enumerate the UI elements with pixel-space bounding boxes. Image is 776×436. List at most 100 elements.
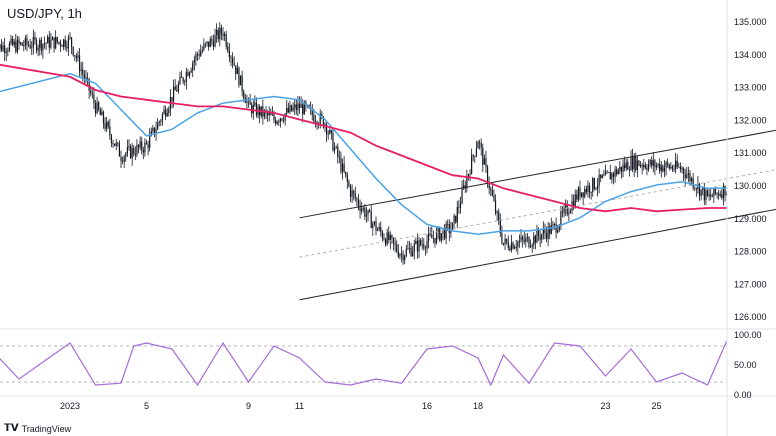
candle-body xyxy=(216,29,218,36)
candle-body xyxy=(482,147,484,165)
candle-body xyxy=(313,114,315,122)
candle-body xyxy=(343,163,345,172)
candle-body xyxy=(223,34,226,36)
candle-body xyxy=(236,67,238,75)
candle-body xyxy=(389,235,391,242)
candle-body xyxy=(598,174,600,186)
candle-body xyxy=(134,153,136,156)
candle-body xyxy=(611,173,613,180)
candle-body xyxy=(85,77,87,79)
candle-body xyxy=(585,188,587,193)
candle-body xyxy=(663,167,666,172)
candle-body xyxy=(351,190,353,197)
candle-body xyxy=(579,187,581,197)
candle-body xyxy=(587,185,589,193)
candle-body xyxy=(577,187,580,200)
candle-body xyxy=(61,45,63,47)
candle-body xyxy=(231,58,234,64)
channel-middle-line[interactable] xyxy=(299,159,776,258)
candle-body xyxy=(451,222,454,230)
candle-body xyxy=(48,36,50,48)
candle-body xyxy=(206,41,208,44)
candle-body xyxy=(96,102,98,113)
candle-body xyxy=(2,45,4,51)
candle-body xyxy=(620,166,623,172)
candle-body xyxy=(190,70,192,73)
candle-body xyxy=(82,69,84,75)
candle-body xyxy=(362,207,364,209)
candle-body xyxy=(286,107,288,114)
candle-body xyxy=(228,51,230,58)
candle-body xyxy=(273,114,275,120)
candle-body xyxy=(340,157,342,172)
candle-body xyxy=(35,40,38,51)
candle-body xyxy=(325,124,328,135)
candle-body xyxy=(142,149,144,153)
candle-body xyxy=(43,43,46,45)
candle-body xyxy=(639,165,642,166)
time-tick-label: 18 xyxy=(473,401,483,411)
candle-body xyxy=(402,253,404,261)
candle-body xyxy=(19,42,22,44)
rsi-tick-label: 0.00 xyxy=(734,390,752,400)
channel-upper-line[interactable] xyxy=(299,119,776,219)
candle-body xyxy=(493,195,495,201)
candle-body xyxy=(26,37,28,45)
candle-body xyxy=(18,39,20,44)
candle-body xyxy=(330,130,332,133)
candle-body xyxy=(609,172,611,180)
candle-body xyxy=(166,113,168,117)
candle-body xyxy=(332,132,334,151)
candle-body xyxy=(708,194,710,197)
candle-body xyxy=(356,198,358,200)
candle-body xyxy=(384,239,387,245)
candle-body xyxy=(104,123,106,129)
price-tick-label: 133.000 xyxy=(734,83,767,93)
candle-body xyxy=(220,27,223,34)
candle-body xyxy=(496,211,498,213)
candle-body xyxy=(673,169,675,170)
time-tick-label: 11 xyxy=(295,401,304,411)
candle-body xyxy=(171,97,173,102)
candle-body xyxy=(321,113,323,117)
candle-body xyxy=(4,45,6,54)
candle-body xyxy=(415,240,417,244)
candle-body xyxy=(676,160,678,167)
price-tick-label: 127.000 xyxy=(734,279,767,289)
candle-body xyxy=(458,207,460,208)
candle-body xyxy=(337,146,339,158)
candle-body xyxy=(512,242,514,249)
candle-body xyxy=(109,126,111,136)
candle-body xyxy=(698,183,701,196)
candle-body xyxy=(502,242,505,245)
candle-body xyxy=(702,188,704,190)
candle-body xyxy=(612,173,615,177)
candle-body xyxy=(504,238,506,245)
candle-body xyxy=(477,142,479,149)
candle-body xyxy=(172,86,175,102)
candle-body xyxy=(494,200,497,213)
candle-body xyxy=(129,145,132,158)
candle-body xyxy=(682,168,685,174)
candle-body xyxy=(267,112,269,116)
candle-body xyxy=(525,238,527,242)
channel-lower-line[interactable] xyxy=(299,198,776,301)
candle-body xyxy=(545,232,548,239)
candle-body xyxy=(153,127,156,135)
candle-body xyxy=(364,207,366,217)
candle-body xyxy=(125,153,127,157)
candle-body xyxy=(163,109,165,114)
candle-body xyxy=(246,100,248,103)
candle-body xyxy=(463,185,465,189)
candle-body xyxy=(212,41,215,47)
tradingview-brand[interactable]: 𝗧𝗩 TradingView xyxy=(4,423,71,434)
candle-body xyxy=(110,135,113,144)
candle-body xyxy=(694,187,696,189)
candle-body xyxy=(490,188,492,190)
candle-body xyxy=(472,155,474,157)
candle-body xyxy=(53,37,55,49)
candle-body xyxy=(157,122,159,130)
candle-body xyxy=(165,109,167,117)
candle-body xyxy=(400,253,403,255)
